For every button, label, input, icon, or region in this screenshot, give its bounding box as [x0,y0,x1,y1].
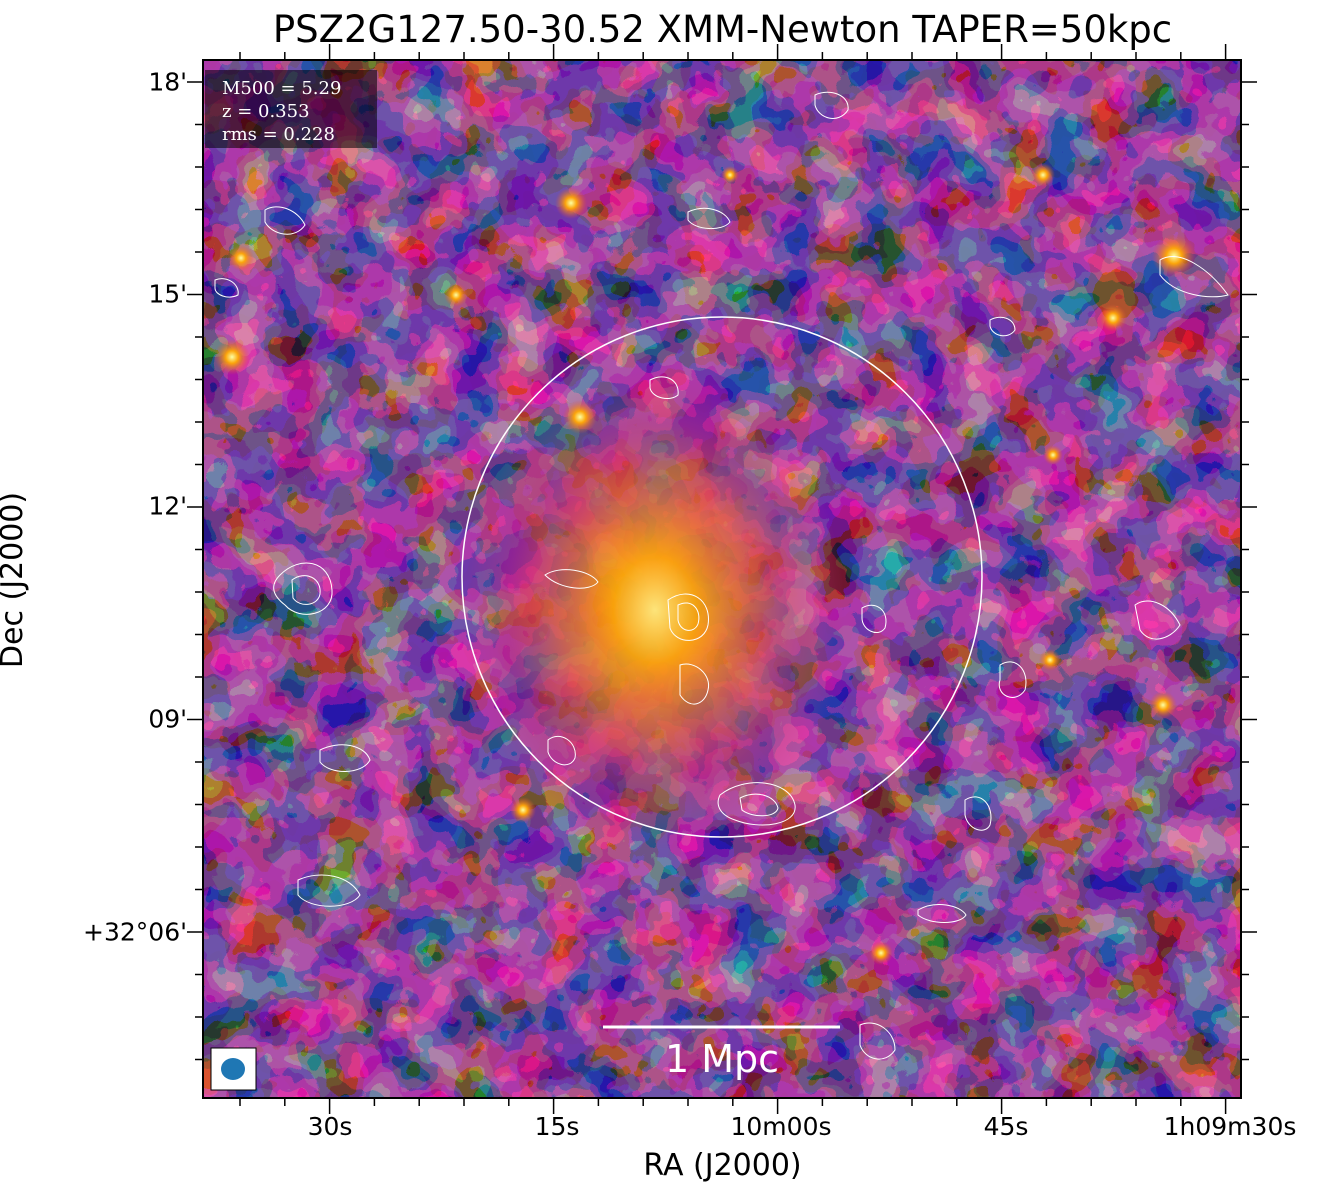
plot-frame [202,59,1242,1099]
point-sources [214,163,1196,965]
radio-contours [214,91,1229,1060]
y-tick-label: 18' [148,67,187,97]
x-tick-label: 10m00s [730,1112,832,1141]
x-tick-label: 15s [534,1112,580,1141]
axis-ticks [187,44,1257,1114]
y-axis-label: Dec (J2000) [0,491,30,669]
info-rms: rms = 0.228 [222,124,335,145]
info-redshift: z = 0.353 [222,101,310,122]
info-box [205,70,377,148]
xray-image: M500 = 5.29 z = 0.353 rms = 0.228 1 Mpc [203,60,1241,1098]
r500-circle [461,316,983,838]
y-tick-label: +32°06' [83,917,187,947]
y-tick-label: 09' [148,704,187,734]
y-tick-label: 12' [148,491,187,521]
beam-ellipse [221,1058,245,1080]
x-tick-label: 45s [983,1112,1029,1141]
x-axis-label: RA (J2000) [643,1148,802,1183]
x-tick-label: 30s [307,1112,353,1141]
x-tick-label: 1h09m30s [1163,1112,1297,1141]
figure-title: PSZ2G127.50-30.52 XMM-Newton TAPER=50kpc [272,8,1173,51]
scale-bar-label: 1 Mpc [665,1037,779,1081]
y-tick-label: 15' [148,279,187,309]
info-m500: M500 = 5.29 [222,78,341,99]
cluster-emission [465,370,845,850]
